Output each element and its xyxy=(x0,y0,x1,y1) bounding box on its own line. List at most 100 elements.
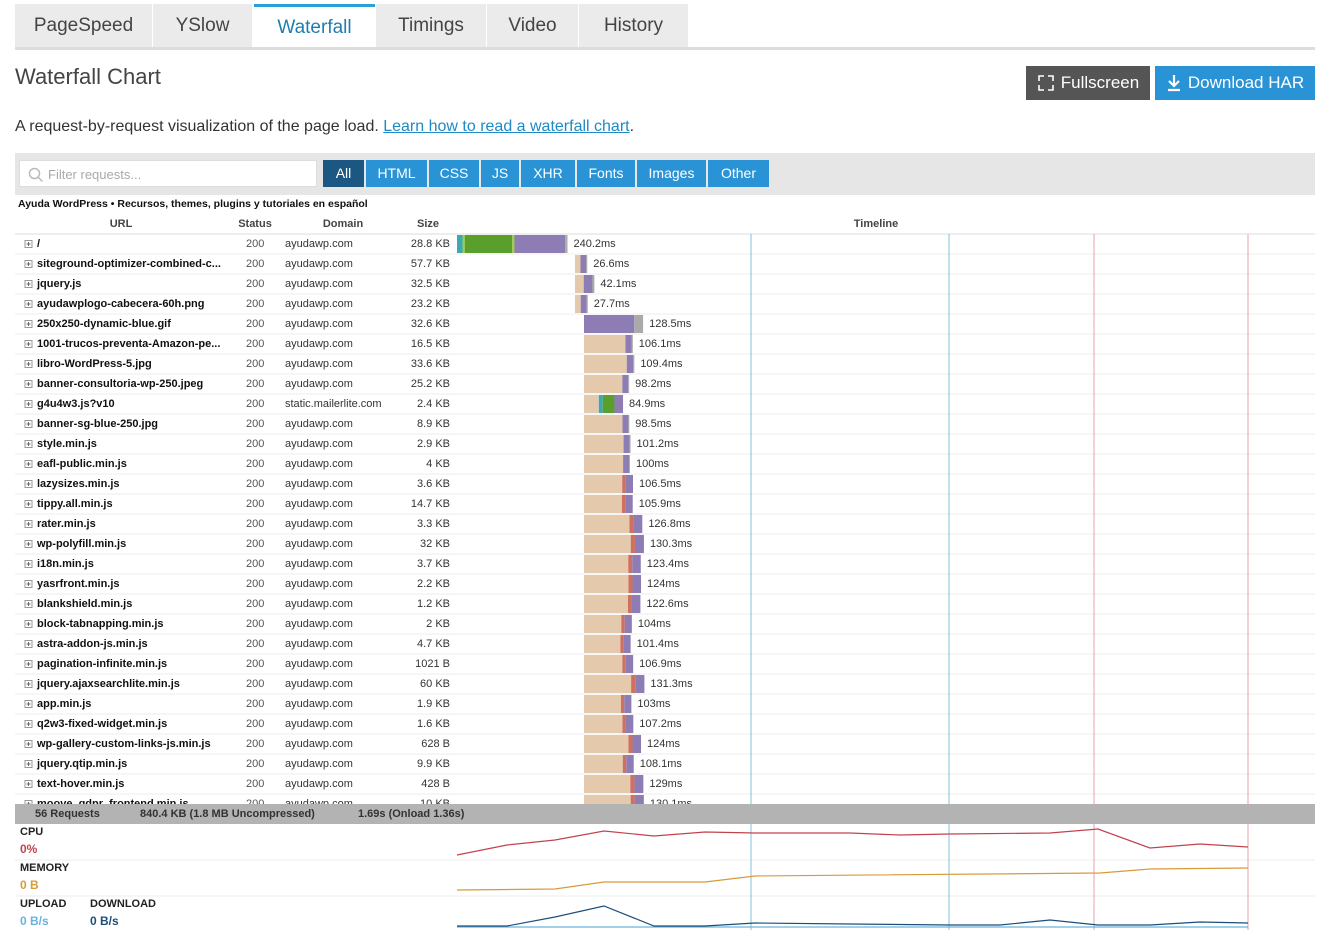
size: 23.2 KB xyxy=(411,298,450,310)
waterfall-bar xyxy=(584,655,633,673)
bar-segment xyxy=(584,735,628,753)
bar-segment xyxy=(632,555,641,573)
filter-input[interactable]: Filter requests... xyxy=(19,160,317,187)
domain: ayudawp.com xyxy=(285,478,353,490)
rows: /200ayudawp.com28.8 KB240.2mssiteground-… xyxy=(15,235,1315,814)
url: jquery.js xyxy=(36,278,81,290)
url: banner-consultoria-wp-250.jpeg xyxy=(37,378,203,390)
bar-segment xyxy=(584,315,634,333)
waterfall-bar xyxy=(584,375,629,393)
bar-segment xyxy=(632,735,641,753)
bar-segment xyxy=(584,435,624,453)
duration: 105.9ms xyxy=(639,498,682,510)
size: 32 KB xyxy=(420,538,450,550)
domain: ayudawp.com xyxy=(285,678,353,690)
status: 200 xyxy=(246,278,264,290)
status: 200 xyxy=(246,538,264,550)
domain: ayudawp.com xyxy=(285,278,353,290)
waterfall-bar xyxy=(584,615,632,633)
metric-label: MEMORY xyxy=(20,862,70,874)
bar-segment xyxy=(584,635,620,653)
waterfall-bar xyxy=(575,295,588,313)
fullscreen-button[interactable]: Fullscreen xyxy=(1026,66,1150,100)
duration: 103ms xyxy=(637,698,671,710)
filter-button[interactable]: HTML xyxy=(366,160,427,187)
bar-segment xyxy=(584,595,628,613)
size: 2 KB xyxy=(426,618,450,630)
filter-button[interactable]: Fonts xyxy=(577,160,635,187)
bar-segment xyxy=(628,595,632,613)
size: 1.9 KB xyxy=(417,698,450,710)
status: 200 xyxy=(246,738,264,750)
bar-segment xyxy=(599,395,603,413)
bar-segment xyxy=(584,355,627,373)
bar-segment xyxy=(629,455,630,473)
waterfall-bar xyxy=(584,435,631,453)
url: block-tabnapping.min.js xyxy=(37,618,164,630)
bar-segment xyxy=(625,495,632,513)
size: 3.6 KB xyxy=(417,478,450,490)
filter-button[interactable]: CSS xyxy=(429,160,479,187)
filter-button[interactable]: All xyxy=(323,160,364,187)
waterfall-bar xyxy=(584,755,634,773)
duration: 101.4ms xyxy=(637,638,680,650)
url: i18n.min.js xyxy=(37,558,94,570)
metric-value: 0% xyxy=(20,842,38,856)
waterfall-bar xyxy=(584,315,643,333)
bar-segment xyxy=(621,695,624,713)
bar-segment xyxy=(630,435,631,453)
size: 8.9 KB xyxy=(417,418,450,430)
waterfall-bar xyxy=(584,415,629,433)
bar-segment xyxy=(584,775,630,793)
download-icon xyxy=(1166,74,1182,92)
tab[interactable]: Video xyxy=(487,4,578,48)
domain: ayudawp.com xyxy=(285,538,353,550)
status: 200 xyxy=(246,518,264,530)
size: 628 B xyxy=(421,738,450,750)
bar-segment xyxy=(584,715,622,733)
waterfall-bar xyxy=(584,675,644,693)
waterfall-bar xyxy=(584,395,623,413)
duration: 128.5ms xyxy=(649,318,692,330)
waterfall-bar xyxy=(584,735,641,753)
domain: ayudawp.com xyxy=(285,498,353,510)
tab[interactable]: Timings xyxy=(376,4,486,48)
bar-segment xyxy=(631,675,635,693)
duration: 101.2ms xyxy=(637,438,680,450)
domain: ayudawp.com xyxy=(285,418,353,430)
help-link[interactable]: Learn how to read a waterfall chart xyxy=(383,118,629,135)
tab[interactable]: PageSpeed xyxy=(15,4,152,48)
filter-button[interactable]: XHR xyxy=(521,160,575,187)
waterfall-bar xyxy=(584,595,640,613)
url: app.min.js xyxy=(37,698,91,710)
domain: ayudawp.com xyxy=(285,238,353,250)
tab[interactable]: History xyxy=(579,4,688,48)
tab[interactable]: YSlow xyxy=(153,4,252,48)
filter-button[interactable]: Other xyxy=(708,160,769,187)
domain: ayudawp.com xyxy=(285,658,353,670)
download-har-button[interactable]: Download HAR xyxy=(1155,66,1315,100)
url: ayudawplogo-cabecera-60h.png xyxy=(37,298,204,310)
filter-button[interactable]: JS xyxy=(481,160,519,187)
duration: 42.1ms xyxy=(600,278,637,290)
status: 200 xyxy=(246,778,264,790)
tab[interactable]: Waterfall xyxy=(254,4,375,48)
waterfall-bar xyxy=(584,455,630,473)
bar-segment xyxy=(631,535,635,553)
waterfall-bar xyxy=(584,775,643,793)
bar-segment xyxy=(584,695,621,713)
bar-segment xyxy=(626,715,633,733)
bar-segment xyxy=(584,515,629,533)
status: 200 xyxy=(246,638,264,650)
column-header: Size xyxy=(417,218,439,230)
bar-segment xyxy=(584,375,622,393)
filter-button[interactable]: Images xyxy=(637,160,706,187)
bar-segment xyxy=(622,495,625,513)
url: tippy.all.min.js xyxy=(37,498,113,510)
status: 200 xyxy=(246,618,264,630)
bar-segment xyxy=(465,235,513,253)
bar-segment xyxy=(622,655,625,673)
status: 200 xyxy=(246,598,264,610)
size: 2.2 KB xyxy=(417,578,450,590)
